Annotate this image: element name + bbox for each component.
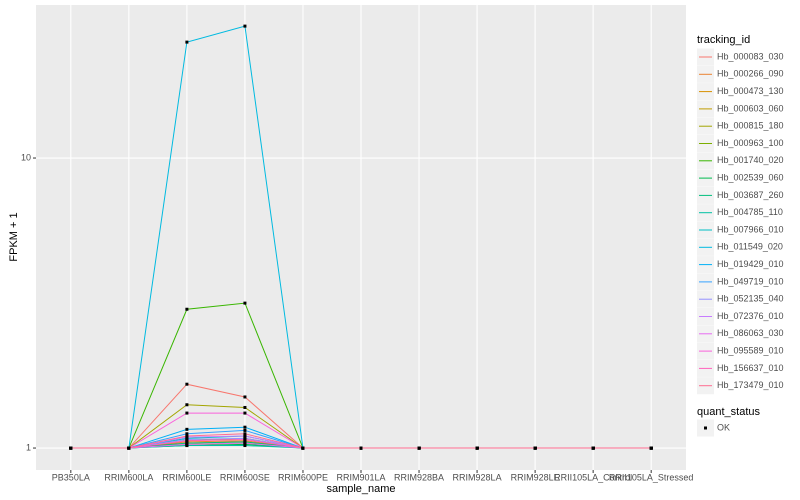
- y-axis-title: FPKM + 1: [8, 212, 20, 261]
- data-point: [475, 446, 479, 450]
- x-tick-label: RRIM928LE: [511, 472, 560, 482]
- data-point: [649, 446, 653, 450]
- y-tick-label: 10: [21, 152, 31, 162]
- data-point: [359, 446, 363, 450]
- legend-label: Hb_001740_020: [717, 155, 784, 165]
- data-point: [127, 446, 131, 450]
- legend-label: Hb_095589_010: [717, 345, 784, 355]
- legend-label: Hb_072376_010: [717, 311, 784, 321]
- x-axis-title: sample_name: [326, 483, 395, 495]
- legend-title: quant_status: [697, 406, 760, 418]
- legend-label: Hb_004785_110: [717, 207, 783, 217]
- legend-label: Hb_011549_020: [717, 242, 783, 252]
- data-point: [185, 382, 189, 386]
- legend-label: Hb_003687_260: [717, 190, 784, 200]
- data-point: [243, 438, 247, 442]
- x-tick-label: RRIM901LA: [336, 472, 385, 482]
- x-tick-label: RRIM600LE: [162, 472, 211, 482]
- data-point: [69, 446, 73, 450]
- data-point: [243, 428, 247, 432]
- legend-label: Hb_086063_030: [717, 328, 784, 338]
- x-tick-label: RRII105LA_Stressed: [609, 472, 694, 482]
- x-tick-label: PB350LA: [52, 472, 90, 482]
- data-point: [185, 411, 189, 415]
- legend-label: Hb_007966_010: [717, 224, 784, 234]
- data-point: [243, 301, 247, 305]
- legend-label: Hb_000473_130: [717, 86, 784, 96]
- x-tick-label: RRIM928LA: [453, 472, 502, 482]
- data-point: [243, 411, 247, 415]
- legend-title: tracking_id: [697, 34, 750, 46]
- data-point: [301, 446, 305, 450]
- data-point: [243, 395, 247, 399]
- x-tick-label: RRIM600LA: [104, 472, 153, 482]
- data-point: [243, 432, 247, 436]
- legend-label: Hb_052135_040: [717, 294, 784, 304]
- data-point: [243, 405, 247, 409]
- data-point: [591, 446, 595, 450]
- legend-label: Hb_019429_010: [717, 259, 784, 269]
- x-tick-label: RRIM928BA: [394, 472, 444, 482]
- data-point: [185, 307, 189, 311]
- data-point: [417, 446, 421, 450]
- data-point: [185, 40, 189, 44]
- data-point: [243, 434, 247, 438]
- data-point: [243, 444, 247, 448]
- legend-label: Hb_049719_010: [717, 276, 784, 286]
- legend-label: Hb_156637_010: [717, 363, 784, 373]
- x-tick-label: RRIM600PE: [278, 472, 328, 482]
- data-point: [185, 403, 189, 407]
- legend-swatch: [704, 426, 707, 430]
- data-point: [185, 434, 189, 438]
- legend-label: Hb_173479_010: [717, 380, 784, 390]
- x-tick-label: RRII105LA_Control: [554, 472, 632, 482]
- data-point: [243, 441, 247, 445]
- data-point: [185, 442, 189, 446]
- legend-label: OK: [717, 422, 730, 432]
- x-tick-label: RRIM600SE: [220, 472, 270, 482]
- legend-label: Hb_000266_090: [717, 69, 784, 79]
- legend-label: Hb_000603_060: [717, 103, 784, 113]
- legend-label: Hb_002539_060: [717, 172, 784, 182]
- data-point: [243, 24, 247, 28]
- data-point: [185, 432, 189, 436]
- legend-label: Hb_000963_100: [717, 138, 784, 148]
- legend-label: Hb_000815_180: [717, 121, 784, 131]
- data-point: [243, 425, 247, 429]
- legend-label: Hb_000083_030: [717, 51, 784, 61]
- y-tick-label: 1: [26, 442, 31, 452]
- data-point: [533, 446, 537, 450]
- data-point: [185, 439, 189, 443]
- data-point: [185, 427, 189, 431]
